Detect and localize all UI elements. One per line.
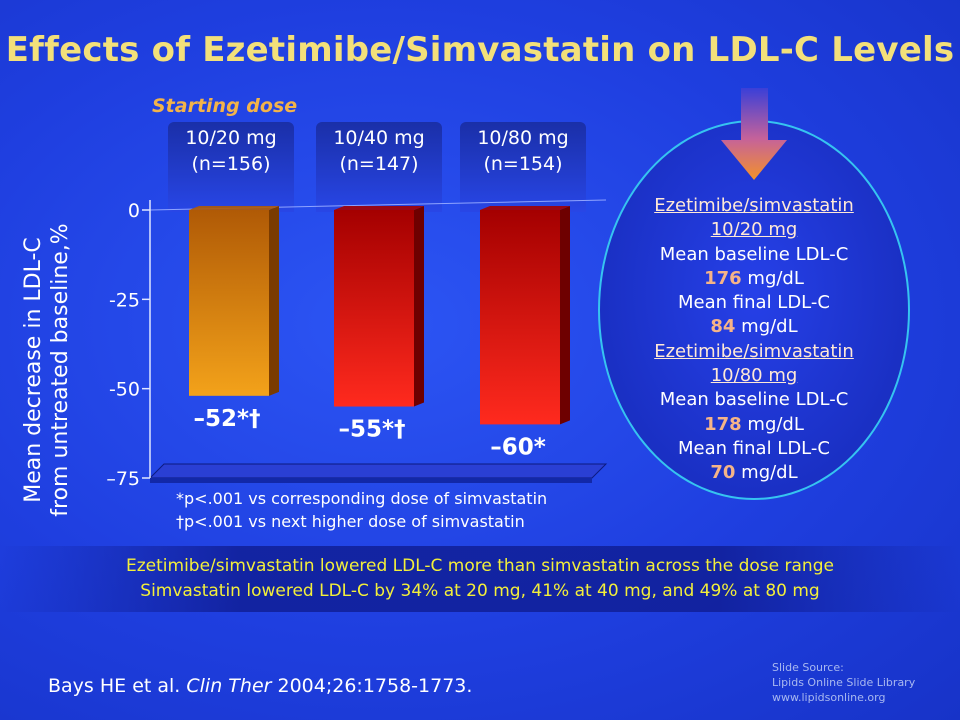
callout-group1-title-b: 10/20 mg [710, 219, 798, 241]
dose-label-2-dose: 10/40 mg [333, 127, 425, 149]
y-tick-label: -25 [109, 289, 140, 311]
slide-source: Slide Source: Lipids Online Slide Librar… [772, 660, 915, 705]
bar [189, 210, 269, 396]
bar-side [269, 206, 279, 396]
bar-top [334, 206, 424, 210]
dose-label-3: 10/80 mg (n=154) [460, 125, 586, 177]
callout-unit: mg/dL [741, 316, 798, 338]
citation-journal: Clin Ther [186, 675, 272, 697]
callout-group2-final-label: Mean final LDL-C [678, 437, 830, 459]
dose-label-3-n: (n=154) [483, 153, 563, 175]
callout-group1-baseline-label: Mean baseline LDL-C [659, 243, 849, 265]
callout-group1-final-label: Mean final LDL-C [678, 292, 830, 314]
slide-source-line3: www.lipidsonline.org [772, 691, 886, 704]
takeaway-2: Simvastatin lowered LDL-C by 34% at 20 m… [140, 581, 820, 601]
callout-group2-title-a: Ezetimibe/simvastatin [654, 340, 854, 362]
slide-source-line2: Lipids Online Slide Library [772, 676, 916, 689]
callout-unit: mg/dL [741, 462, 798, 484]
y-tick-label: -50 [109, 379, 140, 401]
bar-side [560, 206, 570, 425]
callout-text: Ezetimibe/simvastatin 10/20 mg Mean base… [598, 194, 910, 486]
callout-unit: mg/dL [747, 267, 804, 289]
starting-dose-label: Starting dose [152, 95, 298, 117]
callout-group1-baseline-value: 176 [704, 267, 742, 289]
takeaway-1: Ezetimibe/simvastatin lowered LDL-C more… [126, 556, 834, 576]
slide-source-line1: Slide Source: [772, 661, 844, 674]
callout-group2-final-value: 70 [710, 462, 736, 484]
callout-group1-baseline-row: 176 mg/dL [598, 267, 910, 291]
callout-group1-final-value: 84 [710, 316, 736, 338]
bar-top [189, 206, 279, 210]
bar [480, 210, 560, 425]
dose-label-2-n: (n=147) [339, 153, 419, 175]
takeaway-band [0, 546, 960, 612]
dose-header-panel-3 [460, 122, 586, 212]
bar-value-label: –55*† [338, 417, 405, 443]
dose-label-1-dose: 10/20 mg [185, 127, 277, 149]
callout-oval [598, 120, 910, 500]
dose-label-2: 10/40 mg (n=147) [316, 125, 442, 177]
footnote-2: †p<.001 vs next higher dose of simvastat… [176, 512, 525, 531]
citation-authors: Bays HE et al. [48, 675, 181, 697]
callout-group2-baseline-label: Mean baseline LDL-C [659, 389, 849, 411]
dose-label-1: 10/20 mg (n=156) [168, 125, 294, 177]
footnote-1: *p<.001 vs corresponding dose of simvast… [176, 489, 548, 508]
bar-value-label: –52*† [193, 406, 260, 432]
callout-group2-baseline-value: 178 [704, 413, 742, 435]
chart-floor-edge [150, 478, 592, 483]
callout-group2-baseline-row: 178 mg/dL [598, 413, 910, 437]
dose-header-panel-2 [316, 122, 442, 212]
y-tick-label: 0 [128, 200, 140, 222]
citation-ref: 2004;26:1758-1773. [277, 675, 473, 697]
callout-group2-title-b: 10/80 mg [710, 365, 798, 387]
bar-value-label: –60* [490, 434, 546, 460]
bar-side [414, 206, 424, 407]
citation: Bays HE et al. Clin Ther 2004;26:1758-17… [48, 675, 472, 697]
slide-title: Effects of Ezetimibe/Simvastatin on LDL-… [5, 30, 955, 70]
dose-header-panel-1 [168, 122, 294, 212]
bar-top [480, 206, 570, 210]
callout-unit: mg/dL [747, 413, 804, 435]
callout-group2-final-row: 70 mg/dL [598, 461, 910, 485]
bar [334, 210, 414, 407]
chart-floor [148, 463, 608, 479]
dose-label-3-dose: 10/80 mg [477, 127, 569, 149]
dose-label-1-n: (n=156) [191, 153, 271, 175]
y-tick-label: –75 [106, 468, 140, 490]
callout-group1-final-row: 84 mg/dL [598, 315, 910, 339]
callout-group1-title-a: Ezetimibe/simvastatin [654, 195, 854, 216]
